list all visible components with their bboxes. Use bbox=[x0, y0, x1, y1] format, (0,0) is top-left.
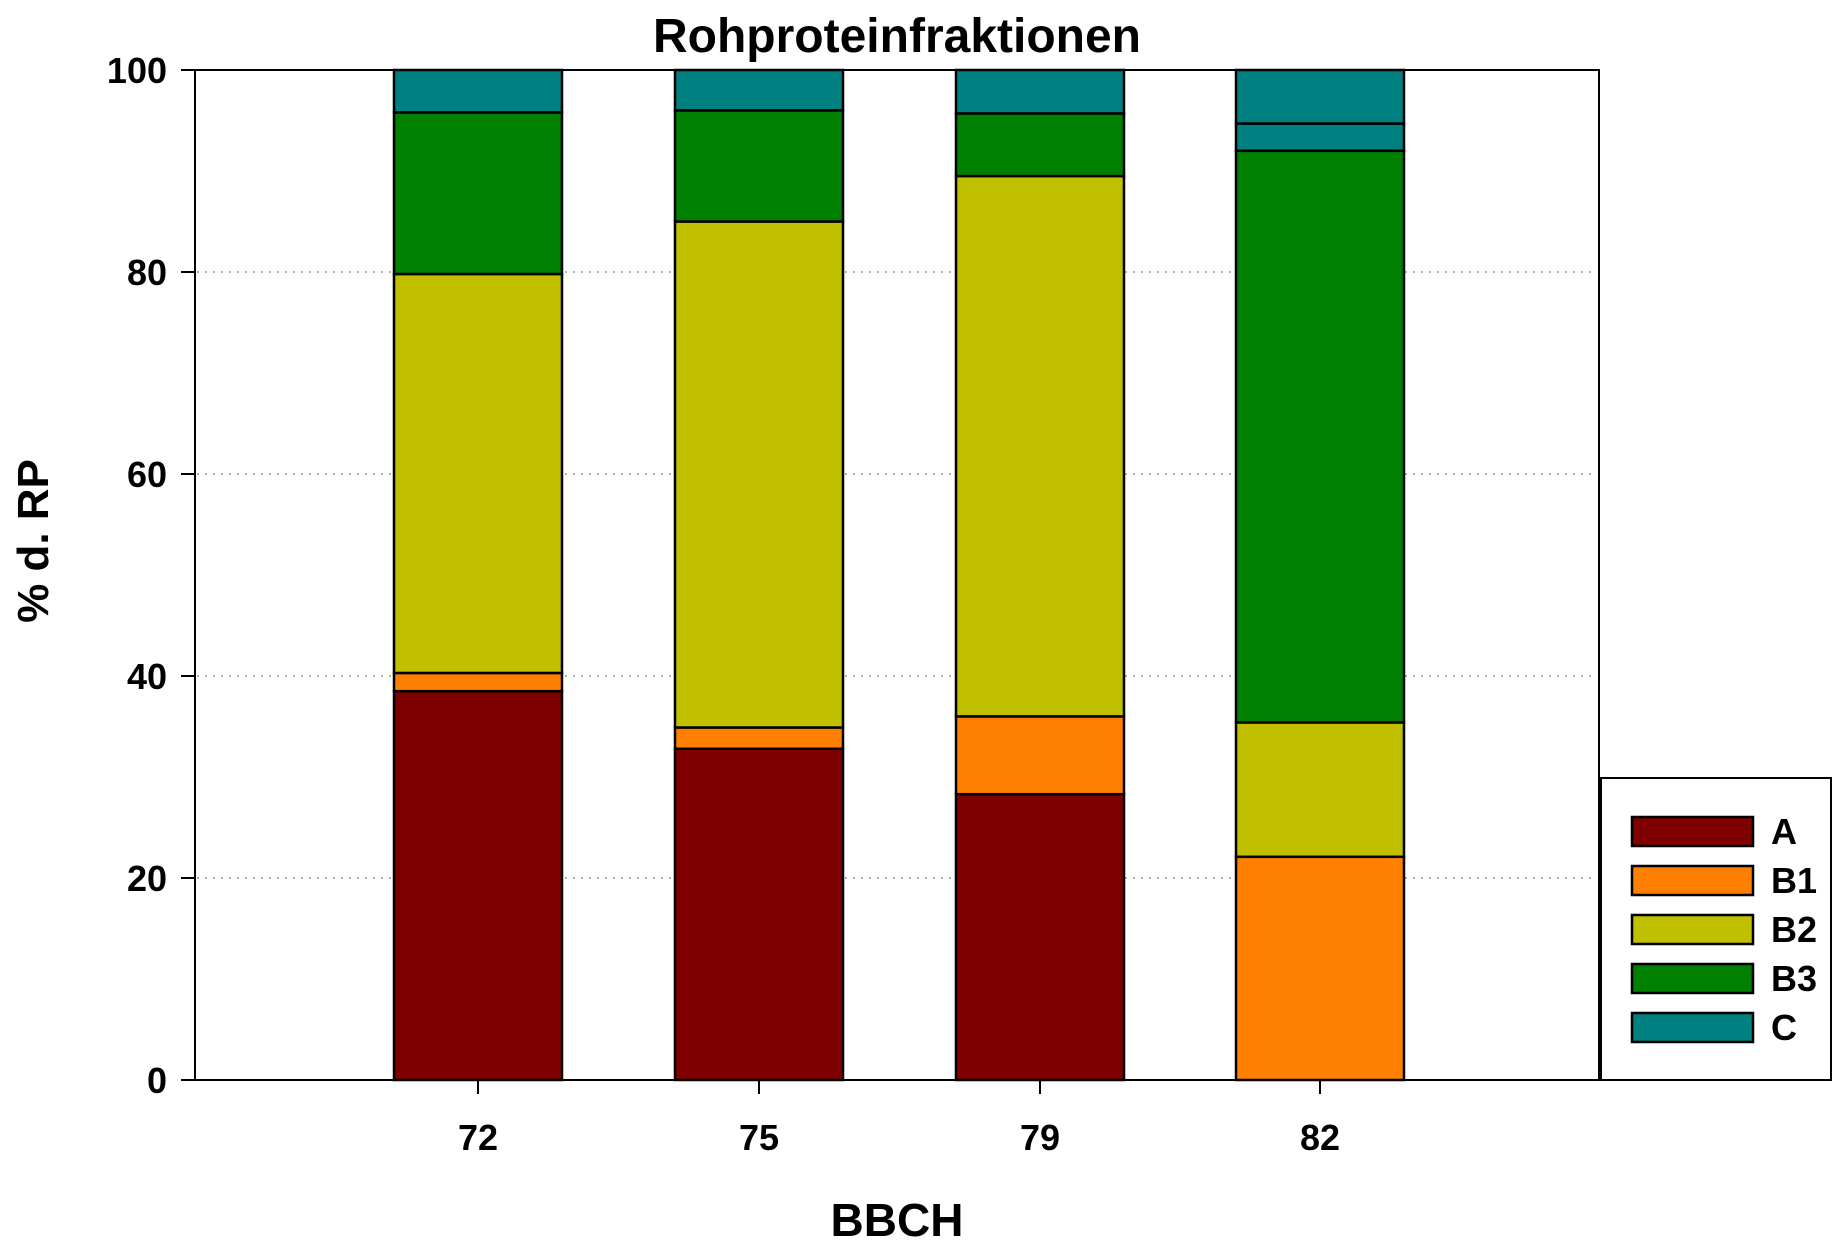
bar-segment-c-extra-82 bbox=[1234, 68, 1406, 125]
bar-stack-79 bbox=[954, 68, 1126, 1082]
bar-segment-b1-79 bbox=[954, 715, 1126, 796]
bar-segment-a-75 bbox=[673, 747, 845, 1082]
bar-segment-b2-72 bbox=[392, 272, 564, 675]
legend-swatch-c bbox=[1630, 1011, 1755, 1044]
bar-segment-b3-72 bbox=[392, 111, 564, 276]
bar-segment-b2-79 bbox=[954, 174, 1126, 718]
bar-segment-b1-82 bbox=[1234, 855, 1406, 1082]
y-tick-label: 80 bbox=[127, 252, 167, 293]
x-tick-label: 79 bbox=[1020, 1117, 1060, 1158]
y-axis: 0 20 40 60 80 100 bbox=[107, 50, 195, 1101]
bar-segment-c-75 bbox=[673, 68, 845, 112]
y-tick-label: 0 bbox=[147, 1060, 167, 1101]
y-axis-label: % d. RP bbox=[9, 459, 58, 623]
legend-swatch-b3 bbox=[1630, 962, 1755, 995]
bar-segment-b3-82 bbox=[1234, 149, 1406, 724]
bar-stack-72 bbox=[392, 68, 564, 1082]
x-tick-label: 72 bbox=[458, 1117, 498, 1158]
legend-swatch-b2 bbox=[1630, 913, 1755, 946]
bar-segment-b1-75 bbox=[673, 726, 845, 750]
legend: A B1 B2 B3 C bbox=[1600, 777, 1832, 1081]
x-tick-label: 82 bbox=[1300, 1117, 1340, 1158]
bar-segment-c-72 bbox=[392, 68, 564, 114]
plot-frame bbox=[194, 69, 1600, 1081]
bar-stack-75 bbox=[673, 68, 845, 1082]
y-tick-label: 20 bbox=[127, 858, 167, 899]
bar-segment-a-79 bbox=[954, 792, 1126, 1082]
legend-label-b1: B1 bbox=[1771, 860, 1817, 901]
chart-title: Rohproteinfraktionen bbox=[653, 10, 1141, 63]
legend-swatch-a bbox=[1630, 815, 1755, 848]
legend-label-a: A bbox=[1771, 811, 1797, 852]
bar-stack-82 bbox=[1234, 68, 1406, 1082]
bar-segment-a-72 bbox=[392, 689, 564, 1082]
legend-label-b2: B2 bbox=[1771, 909, 1817, 950]
bar-segment-b3-79 bbox=[954, 112, 1126, 178]
x-tick-label: 75 bbox=[739, 1117, 779, 1158]
y-tick-label: 100 bbox=[107, 50, 167, 91]
x-axis: 72 75 79 82 bbox=[458, 1080, 1340, 1158]
legend-label-b3: B3 bbox=[1771, 958, 1817, 999]
legend-label-c: C bbox=[1771, 1007, 1797, 1048]
bar-segment-b1-72 bbox=[392, 671, 564, 693]
bar-segment-b2-82 bbox=[1234, 721, 1406, 859]
y-tick-label: 60 bbox=[127, 454, 167, 495]
bar-segment-c-79 bbox=[954, 68, 1126, 115]
bar-segment-b3-75 bbox=[673, 109, 845, 223]
y-tick-label: 40 bbox=[127, 656, 167, 697]
bar-segment-b2-75 bbox=[673, 220, 845, 729]
bar-segment-c-82 bbox=[1234, 122, 1406, 153]
legend-swatch-b1 bbox=[1630, 864, 1755, 897]
bars bbox=[392, 68, 1406, 1082]
x-axis-label: BBCH bbox=[831, 1194, 964, 1246]
